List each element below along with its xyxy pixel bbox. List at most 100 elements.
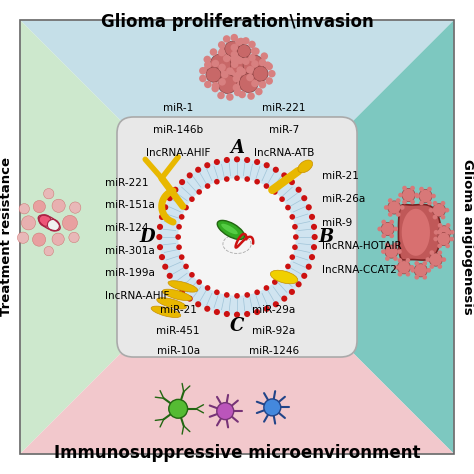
Circle shape <box>234 72 241 79</box>
Circle shape <box>246 77 254 84</box>
Circle shape <box>219 46 227 54</box>
FancyBboxPatch shape <box>117 117 357 357</box>
Circle shape <box>393 227 398 231</box>
Circle shape <box>226 67 234 75</box>
Circle shape <box>242 37 250 45</box>
Circle shape <box>400 205 405 210</box>
Circle shape <box>234 89 241 96</box>
Circle shape <box>419 190 432 202</box>
Circle shape <box>398 272 402 276</box>
Circle shape <box>265 77 273 85</box>
Text: lncRNA-ATB: lncRNA-ATB <box>254 148 314 158</box>
Circle shape <box>272 279 278 285</box>
Circle shape <box>410 186 415 191</box>
Circle shape <box>251 60 259 68</box>
Circle shape <box>224 57 250 83</box>
Circle shape <box>264 183 269 189</box>
Circle shape <box>217 60 225 68</box>
Circle shape <box>437 232 450 246</box>
Text: miR-221: miR-221 <box>105 178 149 188</box>
Circle shape <box>167 273 173 279</box>
Circle shape <box>384 205 389 210</box>
Circle shape <box>234 293 240 299</box>
Circle shape <box>167 195 173 201</box>
Circle shape <box>196 189 202 195</box>
Circle shape <box>264 399 281 416</box>
Circle shape <box>429 253 442 266</box>
Circle shape <box>445 230 450 235</box>
Circle shape <box>388 212 392 217</box>
Circle shape <box>218 49 226 56</box>
Polygon shape <box>399 204 441 260</box>
Circle shape <box>157 224 163 230</box>
Circle shape <box>243 73 250 81</box>
Circle shape <box>273 167 279 173</box>
Circle shape <box>433 215 438 219</box>
Circle shape <box>289 289 295 295</box>
Circle shape <box>246 66 254 73</box>
Text: B: B <box>319 228 334 246</box>
Circle shape <box>243 55 264 75</box>
Circle shape <box>212 60 219 67</box>
Text: miR-146b: miR-146b <box>153 125 203 135</box>
Polygon shape <box>20 237 454 454</box>
Circle shape <box>388 201 401 214</box>
Text: miR-21: miR-21 <box>322 171 359 181</box>
Text: Treatment resistance: Treatment resistance <box>0 157 13 317</box>
Circle shape <box>173 281 178 287</box>
Text: miR-151a: miR-151a <box>105 201 155 210</box>
Circle shape <box>434 230 438 235</box>
Circle shape <box>406 272 410 276</box>
Circle shape <box>248 54 256 62</box>
Text: miR-92a: miR-92a <box>252 326 295 336</box>
Circle shape <box>381 222 394 236</box>
Text: miR-124: miR-124 <box>105 223 149 233</box>
Circle shape <box>438 223 442 228</box>
Circle shape <box>261 52 268 60</box>
Circle shape <box>33 201 46 213</box>
Text: miR-301a: miR-301a <box>105 246 155 255</box>
Circle shape <box>21 216 36 230</box>
Circle shape <box>236 83 244 91</box>
Circle shape <box>381 249 386 254</box>
Circle shape <box>187 173 193 178</box>
Circle shape <box>210 54 231 74</box>
Circle shape <box>427 201 432 205</box>
Circle shape <box>237 38 245 45</box>
Circle shape <box>228 70 235 77</box>
Circle shape <box>162 204 168 210</box>
Circle shape <box>189 196 195 202</box>
Circle shape <box>261 71 268 78</box>
Text: A: A <box>230 138 244 156</box>
Text: miR-7: miR-7 <box>269 125 299 135</box>
Circle shape <box>296 281 301 287</box>
Circle shape <box>414 264 428 277</box>
Text: Immunosuppressive microenvironment: Immunosuppressive microenvironment <box>54 444 420 462</box>
Circle shape <box>254 159 260 165</box>
Circle shape <box>385 256 390 261</box>
Circle shape <box>246 55 254 63</box>
Circle shape <box>217 91 225 99</box>
Circle shape <box>433 201 438 206</box>
Circle shape <box>382 219 386 224</box>
Circle shape <box>385 242 390 247</box>
Circle shape <box>414 192 419 197</box>
Circle shape <box>234 156 240 163</box>
Circle shape <box>441 215 446 219</box>
Text: lncRNA-CCAT2: lncRNA-CCAT2 <box>322 265 397 275</box>
Circle shape <box>214 290 220 295</box>
Circle shape <box>196 279 202 285</box>
Circle shape <box>235 38 243 46</box>
Circle shape <box>427 268 431 273</box>
Circle shape <box>246 74 254 82</box>
Circle shape <box>393 256 398 261</box>
Circle shape <box>203 55 211 63</box>
Circle shape <box>410 268 415 273</box>
Text: lncRNA-HOTAIR: lncRNA-HOTAIR <box>322 241 401 251</box>
Circle shape <box>214 309 220 315</box>
Circle shape <box>179 214 184 220</box>
Circle shape <box>264 162 270 168</box>
Circle shape <box>44 246 54 256</box>
Circle shape <box>52 233 64 246</box>
Circle shape <box>385 245 398 258</box>
